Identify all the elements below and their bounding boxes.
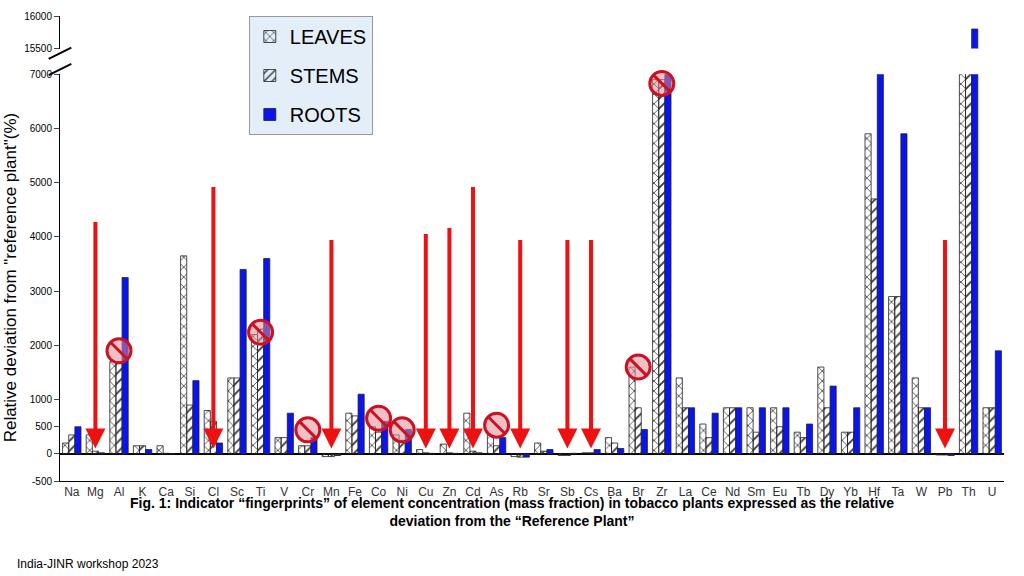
- svg-text:4000: 4000: [30, 231, 53, 242]
- svg-text:Mg: Mg: [87, 485, 104, 499]
- svg-text:Eu: Eu: [772, 485, 787, 499]
- svg-text:Ce: Ce: [701, 485, 717, 499]
- svg-text:La: La: [679, 485, 693, 499]
- svg-text:Cs: Cs: [584, 485, 599, 499]
- svg-text:5000: 5000: [30, 177, 53, 188]
- svg-text:U: U: [988, 485, 997, 499]
- svg-text:2000: 2000: [30, 340, 53, 351]
- svg-text:Cr: Cr: [301, 485, 314, 499]
- svg-text:STEMS: STEMS: [290, 65, 359, 87]
- svg-text:Sc: Sc: [230, 485, 244, 499]
- svg-text:Sm: Sm: [747, 485, 765, 499]
- svg-text:Tb: Tb: [796, 485, 810, 499]
- svg-text:V: V: [280, 485, 288, 499]
- svg-text:Ba: Ba: [607, 485, 622, 499]
- svg-text:Ca: Ca: [159, 485, 175, 499]
- svg-text:W: W: [916, 485, 928, 499]
- svg-text:15500: 15500: [24, 43, 52, 54]
- svg-text:ROOTS: ROOTS: [290, 104, 361, 126]
- svg-text:Sr: Sr: [538, 485, 550, 499]
- svg-text:-500: -500: [32, 476, 52, 487]
- svg-text:Ni: Ni: [397, 485, 408, 499]
- svg-text:7000: 7000: [30, 69, 53, 80]
- svg-text:Zr: Zr: [656, 485, 667, 499]
- svg-text:Al: Al: [114, 485, 125, 499]
- svg-text:500: 500: [35, 421, 52, 432]
- svg-text:Relative deviation from "refer: Relative deviation from "reference plant…: [1, 113, 20, 443]
- svg-text:6000: 6000: [30, 123, 53, 134]
- svg-text:K: K: [139, 485, 147, 499]
- svg-text:Sb: Sb: [560, 485, 575, 499]
- svg-text:Cl: Cl: [208, 485, 219, 499]
- svg-text:Cd: Cd: [465, 485, 480, 499]
- svg-text:Ti: Ti: [256, 485, 266, 499]
- svg-text:Th: Th: [962, 485, 976, 499]
- svg-text:1000: 1000: [30, 394, 53, 405]
- svg-text:Mn: Mn: [323, 485, 340, 499]
- svg-text:Fe: Fe: [348, 485, 362, 499]
- svg-text:Hf: Hf: [868, 485, 881, 499]
- svg-text:Na: Na: [64, 485, 80, 499]
- svg-text:Zn: Zn: [442, 485, 456, 499]
- svg-text:As: As: [490, 485, 504, 499]
- svg-text:Co: Co: [371, 485, 387, 499]
- svg-text:LEAVES: LEAVES: [290, 26, 366, 48]
- svg-text:3000: 3000: [30, 286, 53, 297]
- svg-text:16000: 16000: [24, 11, 52, 22]
- svg-text:Si: Si: [184, 485, 195, 499]
- svg-text:Yb: Yb: [843, 485, 858, 499]
- svg-text:Fig. 1: Indicator “fingerprint: Fig. 1: Indicator “fingerprints” of elem…: [130, 495, 894, 529]
- svg-text:Rb: Rb: [513, 485, 529, 499]
- svg-text:Cu: Cu: [418, 485, 433, 499]
- svg-text:Dy: Dy: [820, 485, 835, 499]
- svg-text:Nd: Nd: [725, 485, 740, 499]
- svg-text:Pb: Pb: [938, 485, 953, 499]
- svg-text:0: 0: [46, 448, 52, 459]
- svg-text:Br: Br: [632, 485, 644, 499]
- svg-text:Ta: Ta: [891, 485, 904, 499]
- svg-text:India-JINR workshop 2023: India-JINR workshop 2023: [17, 557, 159, 571]
